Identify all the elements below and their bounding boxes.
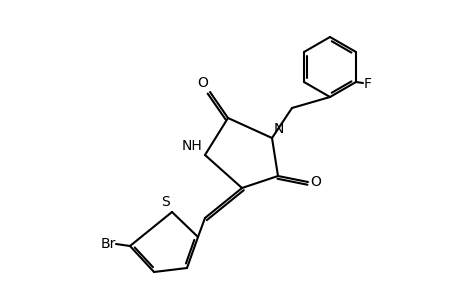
Text: N: N	[274, 122, 284, 136]
Text: O: O	[197, 76, 207, 90]
Text: NH: NH	[181, 139, 202, 153]
Text: Br: Br	[101, 237, 116, 251]
Text: F: F	[363, 77, 371, 91]
Text: O: O	[309, 175, 320, 189]
Text: S: S	[161, 195, 170, 209]
